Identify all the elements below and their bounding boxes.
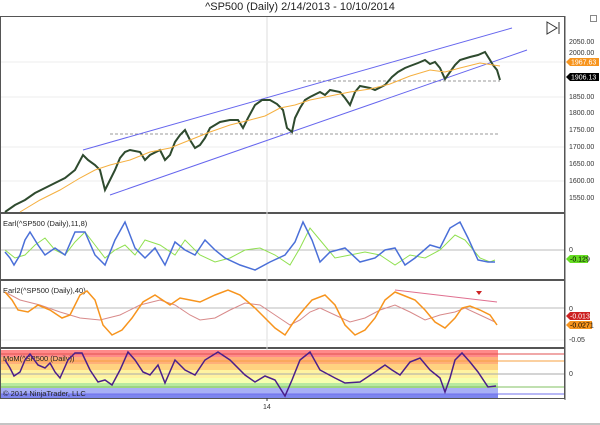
svg-text:2000.00: 2000.00 — [569, 50, 594, 57]
support-lines — [110, 80, 500, 135]
mom-axis-zero: 0 — [569, 371, 573, 378]
earl2-value-tag-1: -0.013 — [566, 312, 590, 321]
earl-label: Earl(^SP500 (Daily),11,8) — [3, 219, 88, 228]
price-channel — [82, 27, 528, 196]
mom-levels — [1, 353, 564, 395]
earl-fast-line — [4, 220, 495, 271]
earl-value-tag: -0.129 — [566, 255, 590, 264]
panel-menu-button[interactable] — [590, 15, 597, 22]
earl2-value-tag-2: -0.0271 — [566, 321, 594, 330]
svg-text:1700.00: 1700.00 — [569, 144, 594, 151]
x-axis-label: 14 — [263, 404, 271, 411]
earl2-axis-zero: 0 — [569, 306, 573, 313]
chart-title: ^SP500 (Daily) 2/14/2013 - 10/10/2014 — [205, 1, 395, 13]
price-axis: 2050.00 2000.00 1850.00 1800.00 1750.00 … — [569, 39, 594, 202]
svg-text:-0.013: -0.013 — [570, 314, 590, 321]
panel-frames — [0, 16, 566, 400]
svg-text:2050.00: 2050.00 — [569, 39, 594, 46]
svg-text:1906.13: 1906.13 — [571, 75, 596, 82]
svg-text:-0.129: -0.129 — [570, 257, 590, 264]
svg-text:-0.0271: -0.0271 — [570, 323, 594, 330]
sma-series — [19, 62, 501, 213]
svg-text:1650.00: 1650.00 — [569, 161, 594, 168]
svg-text:1600.00: 1600.00 — [569, 178, 594, 185]
earl2-label: Earl2(^SP500 (Daily),40) — [3, 286, 86, 295]
svg-text:1800.00: 1800.00 — [569, 110, 594, 117]
copyright: © 2014 NinjaTrader, LLC — [3, 389, 86, 398]
earl-axis-zero: 0 — [569, 247, 573, 254]
mom-label: MoM(^SP500 (Daily)) — [3, 354, 75, 363]
price-series — [4, 50, 501, 213]
svg-text:1550.00: 1550.00 — [569, 195, 594, 202]
svg-text:1750.00: 1750.00 — [569, 127, 594, 134]
sma-value-tag: 1967.63 — [566, 58, 599, 67]
earl2-slow-line — [4, 291, 496, 326]
svg-text:1967.63: 1967.63 — [571, 60, 596, 67]
earl2-axis-neg: -0.05 — [569, 337, 585, 344]
down-arrow-marker — [476, 291, 482, 295]
earl-slow-line — [4, 227, 496, 266]
earl2-trendline — [394, 289, 498, 303]
last-price-tag: 1906.13 — [566, 73, 599, 82]
scroll-to-end-icon[interactable] — [546, 21, 560, 35]
mom-line — [4, 350, 497, 398]
price-gridlines — [1, 61, 564, 182]
earl2-fast-line — [4, 289, 498, 337]
svg-text:1850.00: 1850.00 — [569, 94, 594, 101]
